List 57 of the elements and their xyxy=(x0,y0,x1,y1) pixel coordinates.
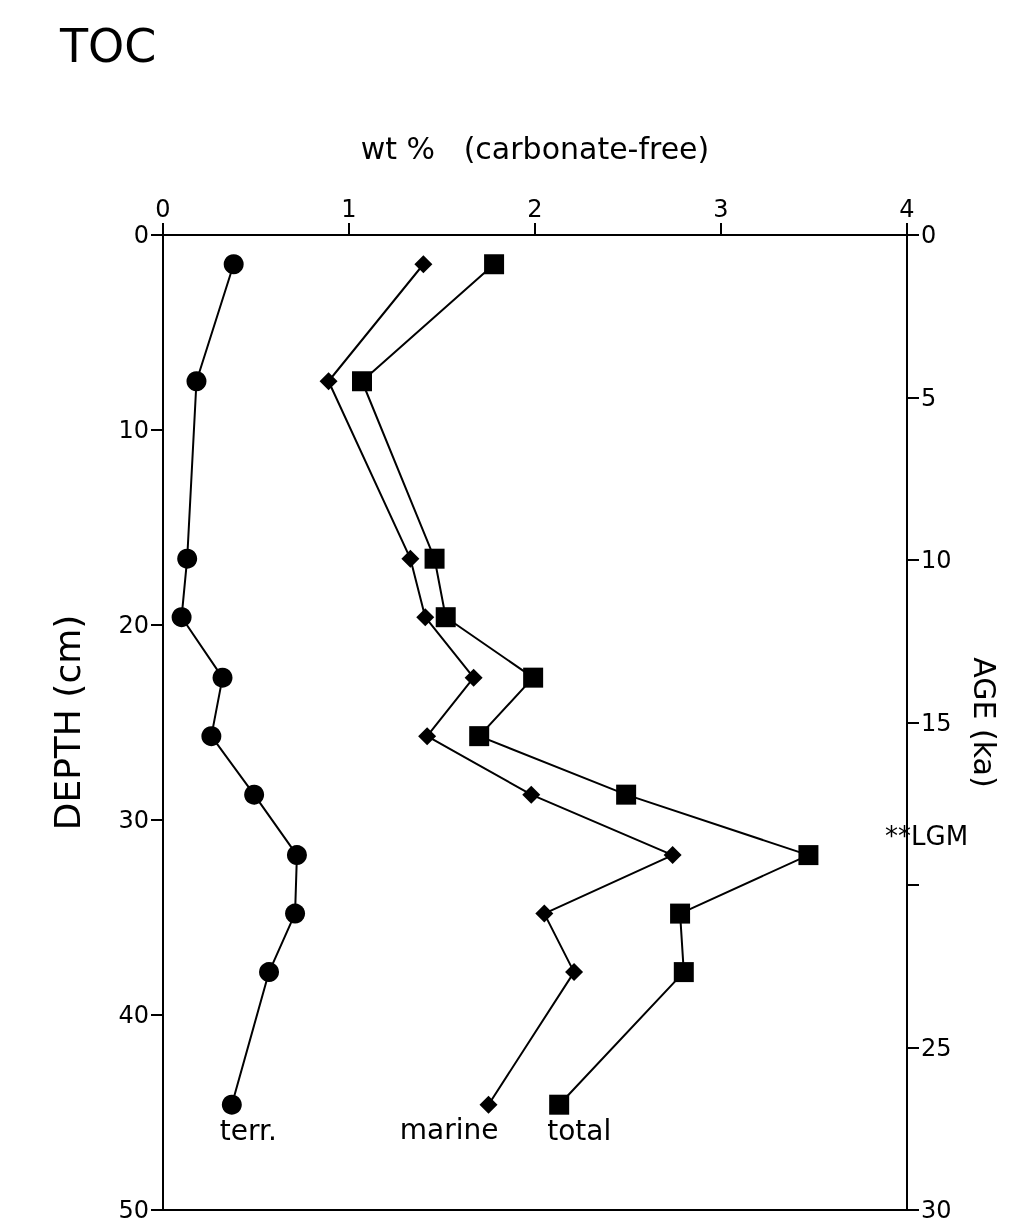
point xyxy=(464,668,483,687)
point xyxy=(424,548,445,569)
chart-title: TOC xyxy=(59,19,157,73)
point xyxy=(212,667,233,688)
point xyxy=(418,727,437,746)
point xyxy=(171,607,192,628)
y-tick-label: 0 xyxy=(133,221,149,249)
y2-tick-label: 5 xyxy=(921,383,937,412)
point xyxy=(177,548,198,569)
point xyxy=(401,549,420,568)
y-tick-label: 20 xyxy=(118,611,149,639)
x-tick-label: 3 xyxy=(713,195,729,223)
point xyxy=(223,254,244,275)
x-axis-title: wt % (carbonate-free) xyxy=(360,130,710,166)
point xyxy=(565,963,584,982)
point xyxy=(484,254,505,275)
point xyxy=(616,784,637,805)
y2-axis-title: AGE (ka) xyxy=(966,657,1002,788)
series-label: total xyxy=(547,1114,612,1148)
series-label: marine xyxy=(399,1113,499,1147)
y2-tick-label: 30 xyxy=(921,1196,952,1224)
point xyxy=(479,1095,498,1114)
y-tick-label: 30 xyxy=(118,806,149,834)
x-tick-label: 2 xyxy=(527,195,543,223)
y2-tick-label: 10 xyxy=(921,546,952,574)
point xyxy=(798,845,819,866)
point xyxy=(286,845,307,866)
point xyxy=(414,255,433,274)
y-axis-title: DEPTH (cm) xyxy=(46,614,88,831)
point xyxy=(244,784,265,805)
point xyxy=(549,1094,570,1115)
point xyxy=(259,962,280,983)
x-tick-label: 1 xyxy=(341,195,357,223)
point xyxy=(522,785,541,804)
y2-tick-label: 15 xyxy=(921,708,952,737)
point xyxy=(663,846,682,865)
y-tick-label: 10 xyxy=(118,416,149,444)
y2-tick-label: 0 xyxy=(921,221,937,249)
point xyxy=(285,903,306,924)
point xyxy=(435,607,456,628)
y2-tick-label: 25 xyxy=(921,1033,952,1062)
x-tick-label: 0 xyxy=(155,195,171,223)
x-tick-label: 4 xyxy=(899,195,915,223)
series-label: terr. xyxy=(219,1114,277,1148)
y-tick-label: 40 xyxy=(118,1001,149,1029)
point xyxy=(186,371,207,392)
point xyxy=(201,726,222,747)
point xyxy=(469,726,490,747)
point xyxy=(673,962,694,983)
point xyxy=(221,1094,242,1115)
y-tick-label: 50 xyxy=(118,1196,149,1224)
point xyxy=(523,667,544,688)
point xyxy=(352,371,373,392)
point xyxy=(319,372,338,391)
point xyxy=(416,608,435,627)
point xyxy=(535,904,554,923)
point xyxy=(670,903,691,924)
